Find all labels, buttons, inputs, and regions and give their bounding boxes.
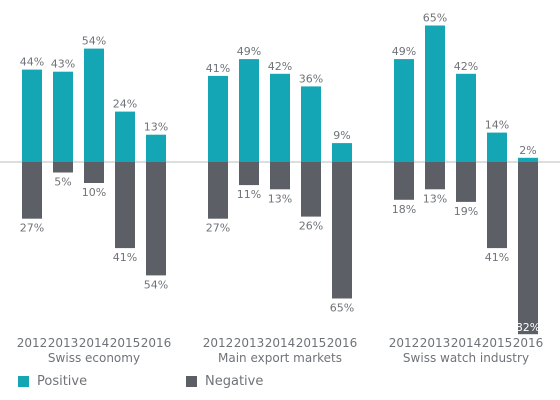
data-label-negative-0-2016: 54% — [144, 278, 168, 291]
bar-positive-0-2016 — [146, 134, 166, 162]
tick-label-1-2013: 2013 — [234, 336, 265, 350]
data-label-positive-2-2016: 2% — [519, 144, 536, 157]
data-label-negative-2-2012: 18% — [392, 203, 416, 216]
tick-label-0-2013: 2013 — [48, 336, 79, 350]
bar-positive-1-2016 — [332, 143, 352, 162]
bar-negative-2-2012 — [394, 162, 414, 200]
bar-positive-1-2015 — [301, 86, 321, 162]
bar-positive-0-2014 — [84, 48, 104, 162]
data-label-negative-2-2016: 82% — [516, 321, 540, 334]
bar-positive-2-2014 — [456, 73, 476, 162]
data-label-negative-2-2014: 19% — [454, 205, 478, 218]
bar-positive-2-2016 — [518, 157, 538, 162]
tick-label-2-2015: 2015 — [482, 336, 513, 350]
data-label-positive-1-2016: 9% — [333, 129, 350, 142]
legend-item-negative: Negative — [186, 372, 263, 390]
data-label-positive-0-2015: 24% — [113, 98, 137, 111]
tick-label-1-2014: 2014 — [265, 336, 296, 350]
bar-positive-2-2013 — [425, 25, 445, 162]
bar-negative-2-2015 — [487, 162, 507, 249]
group-label-2: Swiss watch industry — [403, 351, 529, 365]
tick-label-1-2012: 2012 — [203, 336, 234, 350]
bar-negative-1-2013 — [239, 162, 259, 186]
bar-negative-0-2014 — [84, 162, 104, 183]
bar-negative-0-2013 — [53, 162, 73, 173]
data-label-positive-1-2015: 36% — [299, 72, 323, 85]
bar-negative-0-2015 — [115, 162, 135, 249]
data-label-negative-2-2015: 41% — [485, 251, 509, 264]
bar-positive-1-2014 — [270, 73, 290, 162]
data-label-negative-1-2012: 27% — [206, 222, 230, 235]
chart-marks: 44% 27% 2012 43% 5% 2013 54% 10% 2014 24% 41% 2015 1… — [17, 12, 544, 366]
bar-positive-0-2015 — [115, 111, 135, 162]
bar-positive-2-2015 — [487, 132, 507, 162]
data-label-positive-2-2014: 42% — [454, 60, 478, 73]
data-label-positive-0-2012: 44% — [20, 56, 44, 69]
legend-item-positive: Positive — [18, 372, 87, 390]
tick-label-0-2012: 2012 — [17, 336, 48, 350]
bar-negative-1-2012 — [208, 162, 228, 219]
tick-label-2-2013: 2013 — [420, 336, 451, 350]
bar-negative-2-2016 — [518, 162, 538, 335]
legend-label-negative: Negative — [205, 373, 264, 389]
data-label-positive-2-2015: 14% — [485, 119, 509, 132]
data-label-positive-1-2013: 49% — [237, 45, 261, 58]
bar-positive-1-2012 — [208, 75, 228, 162]
group-label-1: Main export markets — [218, 351, 342, 365]
tick-label-1-2016: 2016 — [327, 336, 358, 350]
bar-negative-1-2014 — [270, 162, 290, 190]
tick-label-2-2016: 2016 — [513, 336, 544, 350]
data-label-positive-2-2012: 49% — [392, 45, 416, 58]
tick-label-0-2016: 2016 — [141, 336, 172, 350]
bar-negative-1-2016 — [332, 162, 352, 299]
bar-positive-0-2012 — [22, 69, 42, 162]
data-label-negative-1-2015: 26% — [299, 220, 323, 233]
data-label-negative-0-2012: 27% — [20, 222, 44, 235]
data-label-negative-0-2015: 41% — [113, 251, 137, 264]
tick-label-2-2012: 2012 — [389, 336, 420, 350]
data-label-negative-1-2013: 11% — [237, 188, 261, 201]
bar-positive-2-2012 — [394, 59, 414, 162]
bar-negative-1-2015 — [301, 162, 321, 217]
data-label-positive-1-2014: 42% — [268, 60, 292, 73]
group-label-0: Swiss economy — [48, 351, 140, 365]
data-label-positive-1-2012: 41% — [206, 62, 230, 75]
tick-label-0-2015: 2015 — [110, 336, 141, 350]
data-label-negative-0-2014: 10% — [82, 186, 106, 199]
bar-negative-0-2012 — [22, 162, 42, 219]
data-label-positive-2-2013: 65% — [423, 12, 447, 25]
data-label-negative-1-2016: 65% — [330, 302, 354, 315]
legend-swatch-negative — [186, 375, 197, 387]
legend-label-positive: Positive — [37, 373, 88, 389]
tick-label-1-2015: 2015 — [296, 336, 327, 350]
bar-negative-0-2016 — [146, 162, 166, 276]
data-label-positive-0-2016: 13% — [144, 121, 168, 134]
legend-swatch-positive — [18, 375, 29, 387]
data-label-negative-2-2013: 13% — [423, 192, 447, 205]
bar-negative-2-2014 — [456, 162, 476, 202]
tick-label-0-2014: 2014 — [79, 336, 110, 350]
data-label-negative-0-2013: 5% — [54, 176, 71, 189]
bar-negative-2-2013 — [425, 162, 445, 190]
bar-positive-0-2013 — [53, 71, 73, 162]
data-label-negative-1-2014: 13% — [268, 192, 292, 205]
data-label-positive-0-2013: 43% — [51, 58, 75, 71]
data-label-positive-0-2014: 54% — [82, 35, 106, 48]
bar-positive-1-2013 — [239, 59, 259, 162]
tick-label-2-2014: 2014 — [451, 336, 482, 350]
